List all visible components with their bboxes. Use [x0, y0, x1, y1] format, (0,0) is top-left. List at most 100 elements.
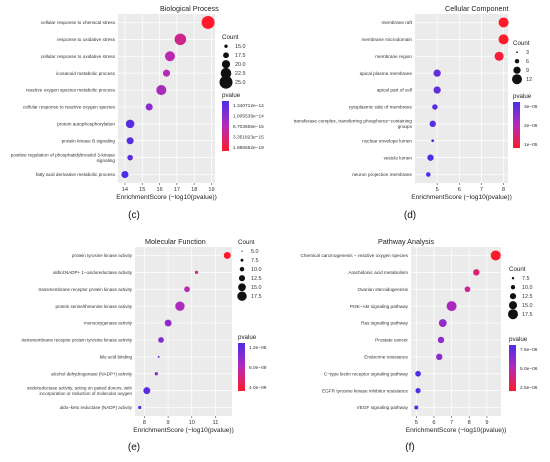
- color-legend-bar: [513, 102, 520, 148]
- data-point: [126, 137, 134, 145]
- data-point: [433, 86, 441, 94]
- category-label: transmembrane receptor protein kinase ac…: [38, 287, 132, 292]
- x-tick-label: 15: [139, 187, 145, 193]
- panel-title: Pathway Analysis: [378, 237, 434, 246]
- data-point: [164, 51, 175, 62]
- size-legend-label: 5.0: [251, 249, 259, 255]
- category-label: nuclear envelope lumen: [362, 138, 412, 143]
- data-point: [427, 154, 434, 161]
- data-point: [464, 286, 471, 293]
- panel-2: Cellular Component membrane raft membrane …: [294, 4, 538, 221]
- category-label: protein autophosphorylation: [57, 121, 115, 126]
- category-label: Endocrine resistance: [364, 354, 408, 359]
- x-tick-label: 19: [208, 187, 214, 193]
- data-point: [436, 353, 443, 361]
- data-point: [194, 270, 199, 274]
- category-label-line: oxidoreductase activity, acting on paire…: [27, 385, 133, 390]
- size-legend-label: 10.0: [522, 285, 533, 291]
- x-tick-label: 8: [143, 420, 146, 426]
- category-label: response to oxidative stress: [57, 37, 116, 42]
- color-legend-label: 8.0e−09: [249, 365, 267, 371]
- size-legend-dot: [238, 275, 246, 282]
- panel-title: Biological Process: [160, 4, 219, 13]
- category-label-line: transferase complex, transferring phosph…: [294, 119, 413, 124]
- size-legend-label: 17.5: [251, 294, 262, 300]
- panel-label: (e): [128, 442, 140, 453]
- category-label: protein serine/threonine kinase activity: [55, 304, 132, 309]
- data-point: [164, 319, 172, 327]
- category-label: protein tyrosine kinase activity: [72, 253, 133, 258]
- color-legend-label: 1.2e−08: [249, 345, 267, 351]
- size-legend-title: Count: [238, 239, 255, 246]
- size-legend-dot: [508, 309, 518, 320]
- size-legend-dot: [516, 51, 518, 54]
- color-legend-label: 7.5e−06: [520, 347, 538, 353]
- color-legend-label: 1.005539e−14: [233, 113, 264, 119]
- color-legend-title: pvalue: [513, 93, 532, 100]
- color-legend-title: pvalue: [238, 334, 257, 341]
- x-tick-label: 5: [436, 187, 439, 193]
- data-point: [154, 372, 158, 376]
- data-point: [431, 139, 435, 143]
- color-legend-label: 1.886552e−19: [233, 145, 264, 151]
- color-legend-label: 1e−05: [524, 142, 538, 148]
- size-legend-label: 7.5: [251, 258, 259, 264]
- category-label: Arachidonic acid metabolism: [348, 270, 408, 275]
- category-label: Ovarian steroidogenesis: [357, 287, 408, 292]
- size-legend-dot: [219, 75, 233, 89]
- size-legend-label: 12.5: [251, 276, 262, 282]
- data-point: [125, 119, 135, 129]
- size-legend-label: 15.0: [235, 44, 246, 50]
- data-point: [414, 405, 419, 410]
- category-label: cellular response to oxidative stress: [41, 54, 116, 59]
- size-legend-dot: [237, 291, 247, 301]
- x-tick-label: 17: [174, 187, 180, 193]
- size-legend-label: 12: [526, 77, 532, 83]
- data-point: [438, 319, 447, 327]
- data-point: [498, 17, 509, 28]
- data-point: [121, 171, 129, 179]
- data-point: [415, 370, 421, 377]
- x-tick-label: 5: [415, 420, 418, 426]
- size-legend-dot: [508, 301, 518, 310]
- size-legend-label: 17.5: [522, 312, 533, 318]
- category-label: Chemical carcinogenesis − reactive oxyge…: [301, 253, 409, 258]
- category-label: VEGF signaling pathway: [357, 405, 409, 410]
- data-point: [156, 85, 167, 96]
- size-legend-title: Count: [509, 266, 526, 273]
- size-legend-label: 22.5: [235, 71, 246, 77]
- category-label-wrapped: positive regulation of phosphatidylinosi…: [11, 152, 116, 162]
- data-point: [174, 33, 187, 46]
- plot-background: [411, 247, 501, 416]
- x-tick-label: 7: [480, 187, 483, 193]
- size-legend-dot: [221, 60, 231, 69]
- size-legend-label: 25.0: [235, 80, 246, 86]
- category-label: Ras signaling pathway: [361, 321, 409, 326]
- category-label: transmembrane receptor protein tyrosine …: [21, 338, 132, 343]
- data-point: [498, 34, 509, 45]
- data-point: [162, 69, 171, 77]
- data-point: [429, 120, 436, 128]
- panel-title: Cellular Component: [445, 4, 509, 13]
- category-label: membrane microdomain: [361, 37, 412, 42]
- size-legend-dot: [241, 250, 243, 252]
- category-label: cellular response to reactive oxygen spe…: [23, 105, 116, 110]
- size-legend-label: 7.5: [522, 276, 530, 282]
- category-label: membrane region: [375, 54, 412, 59]
- color-legend-title: pvalue: [509, 336, 528, 343]
- data-point: [175, 301, 185, 311]
- category-label-wrapped: transferase complex, transferring phosph…: [294, 119, 413, 129]
- size-legend-dot: [509, 293, 517, 300]
- data-point: [145, 103, 153, 111]
- category-label: neuron projection membrane: [352, 172, 412, 177]
- size-legend-label: 9: [526, 68, 529, 74]
- category-label: monooxygenase activity: [84, 321, 133, 326]
- data-point: [138, 405, 142, 410]
- size-legend-dot: [239, 266, 245, 272]
- x-tick-label: 9: [485, 420, 488, 426]
- panel-label: (d): [404, 210, 416, 221]
- category-label-wrapped: oxidoreductase activity, acting on paire…: [27, 385, 133, 395]
- color-legend-title: pvalue: [222, 92, 241, 99]
- category-label: cellular response to chemical stress: [41, 20, 116, 25]
